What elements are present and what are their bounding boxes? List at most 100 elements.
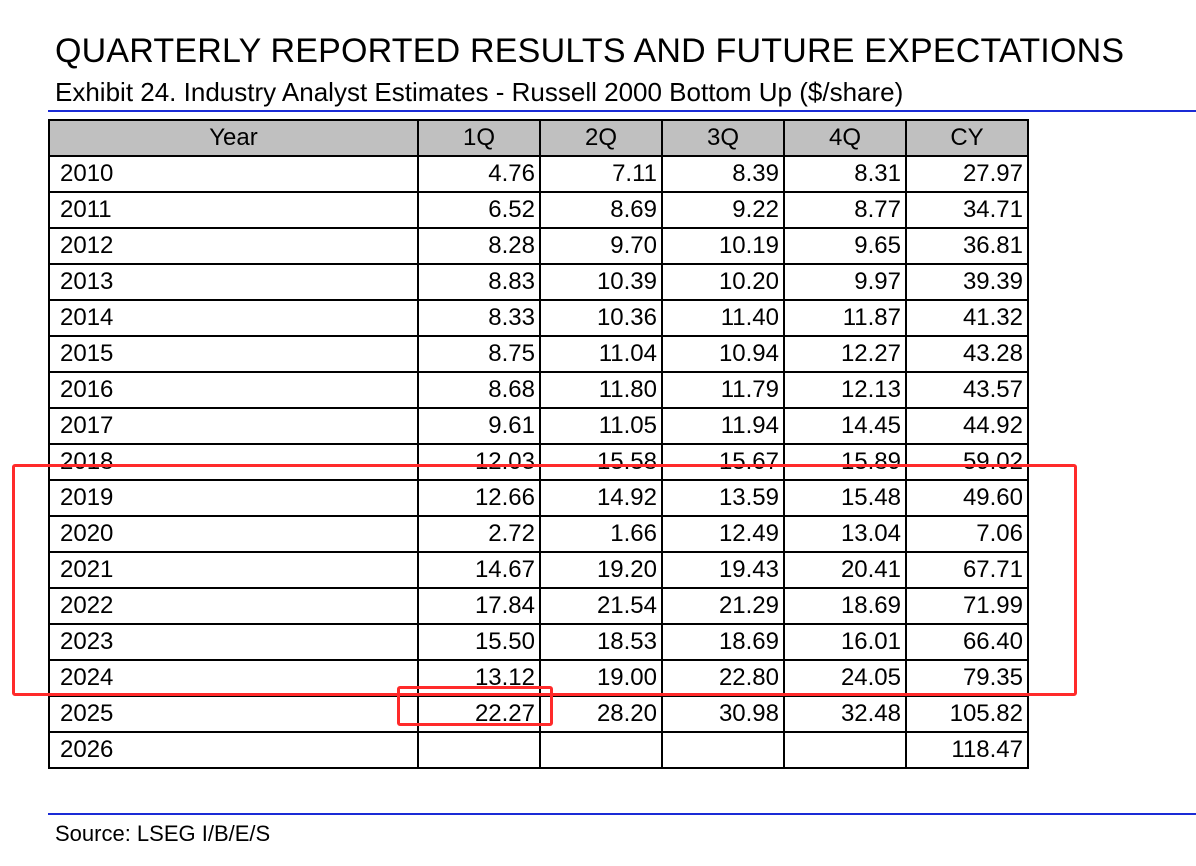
value-cell: 4.76 bbox=[418, 156, 540, 192]
value-cell: 8.28 bbox=[418, 228, 540, 264]
value-cell: 10.94 bbox=[662, 336, 784, 372]
table-row: 2013 8.83 10.39 10.20 9.97 39.39 bbox=[49, 264, 1028, 300]
value-cell: 39.39 bbox=[906, 264, 1028, 300]
value-cell: 7.11 bbox=[540, 156, 662, 192]
year-cell: 2011 bbox=[49, 192, 418, 228]
table-row: 2014 8.33 10.36 11.40 11.87 41.32 bbox=[49, 300, 1028, 336]
table-row: 2022 17.84 21.54 21.29 18.69 71.99 bbox=[49, 588, 1028, 624]
year-cell: 2014 bbox=[49, 300, 418, 336]
value-cell: 21.54 bbox=[540, 588, 662, 624]
year-cell: 2020 bbox=[49, 516, 418, 552]
value-cell: 8.31 bbox=[784, 156, 906, 192]
value-cell: 10.20 bbox=[662, 264, 784, 300]
year-cell: 2024 bbox=[49, 660, 418, 696]
table-row: 2018 12.03 15.58 15.67 15.89 59.02 bbox=[49, 444, 1028, 480]
year-cell: 2018 bbox=[49, 444, 418, 480]
value-cell: 21.29 bbox=[662, 588, 784, 624]
value-cell: 13.04 bbox=[784, 516, 906, 552]
table-header-row: Year 1Q 2Q 3Q 4Q CY bbox=[49, 120, 1028, 156]
value-cell: 15.50 bbox=[418, 624, 540, 660]
value-cell: 12.49 bbox=[662, 516, 784, 552]
value-cell: 13.12 bbox=[418, 660, 540, 696]
year-cell: 2019 bbox=[49, 480, 418, 516]
value-cell: 14.45 bbox=[784, 408, 906, 444]
value-cell: 11.87 bbox=[784, 300, 906, 336]
year-cell: 2021 bbox=[49, 552, 418, 588]
value-cell: 36.81 bbox=[906, 228, 1028, 264]
year-cell: 2010 bbox=[49, 156, 418, 192]
value-cell: 20.41 bbox=[784, 552, 906, 588]
value-cell: 71.99 bbox=[906, 588, 1028, 624]
value-cell: 28.20 bbox=[540, 696, 662, 732]
table-row: 2024 13.12 19.00 22.80 24.05 79.35 bbox=[49, 660, 1028, 696]
table-row: 2019 12.66 14.92 13.59 15.48 49.60 bbox=[49, 480, 1028, 516]
value-cell: 41.32 bbox=[906, 300, 1028, 336]
page-title: QUARTERLY REPORTED RESULTS AND FUTURE EX… bbox=[55, 31, 1124, 71]
value-cell bbox=[540, 732, 662, 768]
column-header-2q: 2Q bbox=[540, 120, 662, 156]
column-header-1q: 1Q bbox=[418, 120, 540, 156]
column-header-3q: 3Q bbox=[662, 120, 784, 156]
year-cell: 2022 bbox=[49, 588, 418, 624]
table-row: 2020 2.72 1.66 12.49 13.04 7.06 bbox=[49, 516, 1028, 552]
value-cell: 15.58 bbox=[540, 444, 662, 480]
value-cell: 24.05 bbox=[784, 660, 906, 696]
value-cell: 11.04 bbox=[540, 336, 662, 372]
column-header-year: Year bbox=[49, 120, 418, 156]
year-cell: 2025 bbox=[49, 696, 418, 732]
value-cell: 9.61 bbox=[418, 408, 540, 444]
top-divider bbox=[48, 110, 1196, 112]
value-cell: 6.52 bbox=[418, 192, 540, 228]
table-row: 2025 22.27 28.20 30.98 32.48 105.82 bbox=[49, 696, 1028, 732]
value-cell: 9.70 bbox=[540, 228, 662, 264]
value-cell: 16.01 bbox=[784, 624, 906, 660]
value-cell: 27.97 bbox=[906, 156, 1028, 192]
value-cell: 43.28 bbox=[906, 336, 1028, 372]
table-row: 2021 14.67 19.20 19.43 20.41 67.71 bbox=[49, 552, 1028, 588]
table-body: 2010 4.76 7.11 8.39 8.31 27.97 2011 6.52 8.69 9.2… bbox=[49, 156, 1028, 768]
table-row: 2012 8.28 9.70 10.19 9.65 36.81 bbox=[49, 228, 1028, 264]
value-cell: 10.39 bbox=[540, 264, 662, 300]
value-cell: 11.05 bbox=[540, 408, 662, 444]
value-cell: 14.92 bbox=[540, 480, 662, 516]
value-cell: 1.66 bbox=[540, 516, 662, 552]
value-cell: 105.82 bbox=[906, 696, 1028, 732]
value-cell: 8.39 bbox=[662, 156, 784, 192]
value-cell: 7.06 bbox=[906, 516, 1028, 552]
value-cell: 17.84 bbox=[418, 588, 540, 624]
value-cell: 10.36 bbox=[540, 300, 662, 336]
table-row: 2026 118.47 bbox=[49, 732, 1028, 768]
value-cell: 15.48 bbox=[784, 480, 906, 516]
value-cell bbox=[662, 732, 784, 768]
value-cell: 59.02 bbox=[906, 444, 1028, 480]
value-cell: 18.69 bbox=[784, 588, 906, 624]
value-cell: 19.00 bbox=[540, 660, 662, 696]
value-cell bbox=[418, 732, 540, 768]
estimates-table: Year 1Q 2Q 3Q 4Q CY 2010 4.76 7.11 8.39 8.31 27.97… bbox=[48, 119, 1029, 769]
value-cell: 12.13 bbox=[784, 372, 906, 408]
value-cell: 13.59 bbox=[662, 480, 784, 516]
table-row: 2015 8.75 11.04 10.94 12.27 43.28 bbox=[49, 336, 1028, 372]
year-cell: 2023 bbox=[49, 624, 418, 660]
value-cell: 12.66 bbox=[418, 480, 540, 516]
value-cell: 2.72 bbox=[418, 516, 540, 552]
value-cell: 66.40 bbox=[906, 624, 1028, 660]
value-cell: 30.98 bbox=[662, 696, 784, 732]
year-cell: 2016 bbox=[49, 372, 418, 408]
bottom-divider bbox=[48, 813, 1196, 815]
value-cell: 11.40 bbox=[662, 300, 784, 336]
value-cell: 22.80 bbox=[662, 660, 784, 696]
value-cell: 9.97 bbox=[784, 264, 906, 300]
table-row: 2016 8.68 11.80 11.79 12.13 43.57 bbox=[49, 372, 1028, 408]
value-cell: 34.71 bbox=[906, 192, 1028, 228]
table-row: 2011 6.52 8.69 9.22 8.77 34.71 bbox=[49, 192, 1028, 228]
year-cell: 2017 bbox=[49, 408, 418, 444]
value-cell bbox=[784, 732, 906, 768]
value-cell: 49.60 bbox=[906, 480, 1028, 516]
value-cell: 8.68 bbox=[418, 372, 540, 408]
value-cell: 8.33 bbox=[418, 300, 540, 336]
value-cell: 9.22 bbox=[662, 192, 784, 228]
year-cell: 2013 bbox=[49, 264, 418, 300]
column-header-4q: 4Q bbox=[784, 120, 906, 156]
value-cell: 11.80 bbox=[540, 372, 662, 408]
